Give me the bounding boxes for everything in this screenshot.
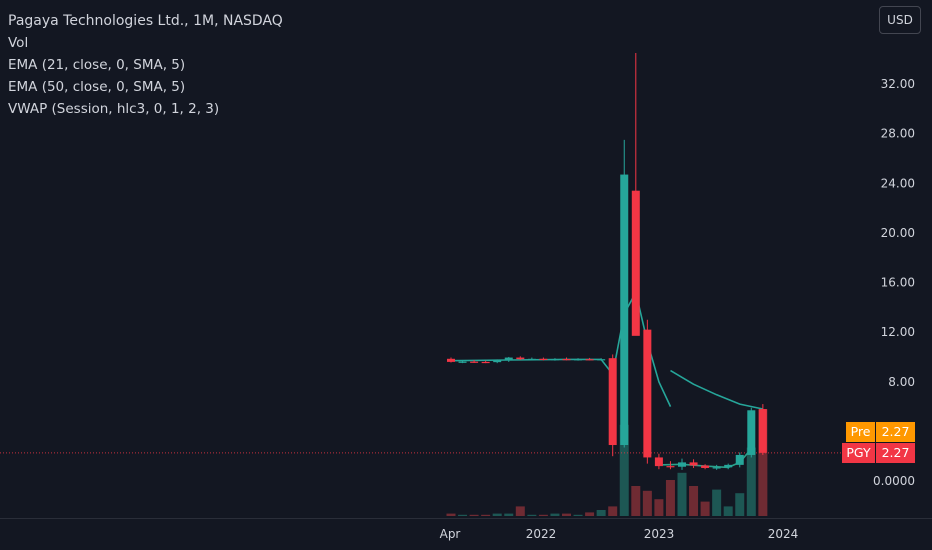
legend-vwap[interactable]: VWAP (Session, hlc3, 0, 1, 2, 3) (8, 101, 220, 117)
candle-body (516, 357, 525, 360)
ticker-value-badge: 2.27 (876, 443, 915, 463)
candle-body (747, 410, 756, 455)
volume-bar (527, 514, 537, 516)
volume-bar (515, 506, 525, 516)
volume-bar (712, 489, 722, 516)
volume-bar (735, 493, 745, 516)
symbol-title[interactable]: Pagaya Technologies Ltd., 1M, NASDAQ (8, 13, 283, 29)
candle-body (504, 357, 513, 361)
volume-bar (758, 409, 768, 516)
candle-body (539, 358, 548, 360)
candle-body (470, 361, 479, 363)
y-tick-label: 32.00 (881, 77, 915, 91)
volume-bar (446, 513, 456, 516)
time-axis-divider (0, 518, 932, 519)
y-tick-label: 8.00 (888, 375, 915, 389)
ema-long-line (670, 369, 764, 410)
volume-bar (538, 514, 548, 516)
candle-body (585, 359, 594, 361)
candle-body (735, 454, 744, 465)
pre-value-badge: 2.27 (876, 422, 915, 442)
volume-bar (700, 501, 710, 516)
candle-body (701, 465, 710, 468)
ticker-label-badge: PGY (842, 443, 875, 463)
candle-body (666, 466, 675, 468)
candle-body (608, 358, 617, 446)
candle-body (654, 457, 663, 467)
volume-bar (619, 424, 629, 516)
volume-bar (677, 472, 687, 516)
volume-bar (573, 514, 583, 516)
pre-label-badge: Pre (846, 422, 875, 442)
legend-ema-21[interactable]: EMA (21, close, 0, SMA, 5) (8, 57, 186, 73)
y-tick-label: 16.00 (881, 276, 915, 290)
candle-body (527, 358, 536, 360)
x-tick-label: Apr (440, 527, 461, 541)
candle-body (643, 329, 652, 458)
candle-body (562, 359, 571, 361)
y-tick-label: 24.00 (881, 176, 915, 190)
candle-body (758, 409, 767, 453)
volume-bar (689, 486, 699, 516)
volume-bar (596, 510, 606, 516)
y-tick-label: 0.0000 (873, 474, 915, 488)
candle-body (481, 361, 490, 364)
currency-button[interactable]: USD (879, 6, 921, 34)
volume-bar (550, 513, 560, 516)
volume-bar (504, 513, 514, 516)
y-tick-label: 28.00 (881, 127, 915, 141)
candle-body (493, 360, 502, 363)
volume-bar (642, 490, 652, 516)
volume-bar (481, 514, 491, 516)
legend-vol[interactable]: Vol (8, 35, 29, 51)
candle-body (724, 464, 733, 468)
candle-body (597, 359, 606, 361)
candle-body (678, 462, 686, 467)
volume-bar (723, 506, 733, 516)
legend-ema-50[interactable]: EMA (50, close, 0, SMA, 5) (8, 79, 186, 95)
volume-bar (746, 447, 756, 516)
x-tick-label: 2023 (644, 527, 675, 541)
candle-body (550, 359, 559, 361)
volume-bar (562, 513, 571, 516)
volume-bar (458, 514, 468, 516)
x-tick-label: 2022 (526, 527, 557, 541)
volume-bar (631, 486, 641, 516)
volume-bar (608, 506, 618, 516)
ema-line (450, 290, 672, 407)
candle-body (689, 462, 698, 466)
volume-bar (654, 499, 664, 516)
candle-body (458, 361, 467, 363)
volume-bar (492, 513, 502, 516)
x-tick-label: 2024 (768, 527, 799, 541)
volume-bar (585, 512, 595, 516)
y-tick-label: 20.00 (881, 226, 915, 240)
volume-bar (665, 480, 675, 516)
candle-body (620, 174, 629, 446)
y-tick-label: 12.00 (881, 325, 915, 339)
candle-body (574, 359, 583, 361)
candle-body (631, 190, 640, 336)
candle-body (447, 358, 455, 362)
chart-legend: Pagaya Technologies Ltd., 1M, NASDAQ Vol… (8, 10, 283, 120)
volume-bar (469, 514, 479, 516)
candle-body (712, 467, 721, 469)
